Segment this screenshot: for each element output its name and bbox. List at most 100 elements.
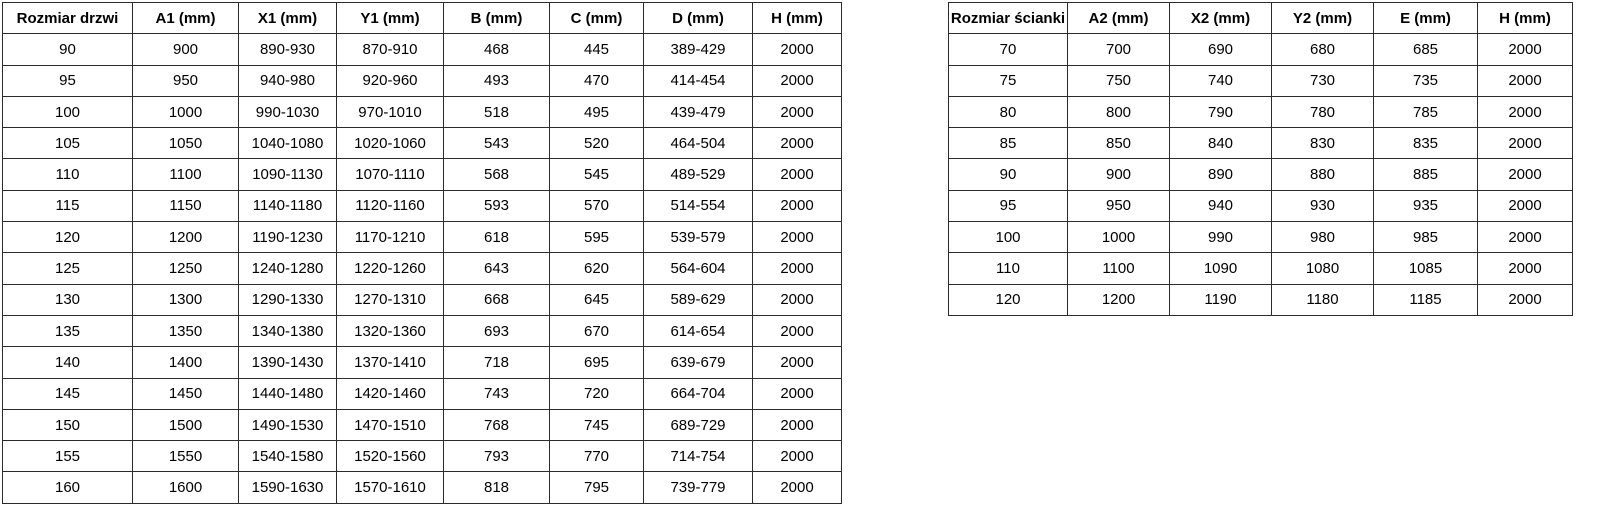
table-cell: 890 xyxy=(1169,158,1272,191)
column-header: Rozmiar ścianki xyxy=(948,1,1068,35)
table-cell: 1080 xyxy=(1271,252,1374,285)
table-cell: 1150 xyxy=(132,189,239,223)
table-cell: 389-429 xyxy=(643,33,753,66)
table-cell: 150 xyxy=(2,408,133,442)
table-cell: 1390-1430 xyxy=(238,346,337,379)
table-cell: 539-579 xyxy=(643,221,753,254)
table-cell: 125 xyxy=(2,252,133,285)
column-header: Y2 (mm) xyxy=(1271,1,1374,35)
table-cell: 770 xyxy=(549,440,644,473)
table-cell: 518 xyxy=(443,95,550,129)
table-row: 75 750 740 730 735 2000 xyxy=(948,64,1573,97)
table-row: 95 950 940 930 935 2000 xyxy=(948,189,1573,223)
table-cell: 593 xyxy=(443,189,550,223)
table-cell: 2000 xyxy=(752,33,842,66)
table-cell: 1120-1160 xyxy=(336,189,444,223)
table-cell: 990-1030 xyxy=(238,95,337,129)
wall-size-table: Rozmiar ścianki A2 (mm) X2 (mm) Y2 (mm) E (m… xyxy=(948,1,1573,316)
table-cell: 1520-1560 xyxy=(336,440,444,473)
table-cell: 880 xyxy=(1271,158,1374,191)
table-cell: 930 xyxy=(1271,189,1374,223)
table-cell: 950 xyxy=(132,64,239,97)
table-row: 160 1600 1590-1630 1570-1610 818 795 739-779 20… xyxy=(2,471,842,504)
table-cell: 950 xyxy=(1067,189,1170,223)
table-cell: 795 xyxy=(549,471,644,504)
table-cell: 745 xyxy=(549,408,644,442)
column-header: Rozmiar drzwi xyxy=(2,1,133,35)
table-cell: 985 xyxy=(1373,221,1478,254)
header-row: Rozmiar ścianki A2 (mm) X2 (mm) Y2 (mm) E (m… xyxy=(948,1,1573,35)
table-cell: 1000 xyxy=(1067,221,1170,254)
table-cell: 1020-1060 xyxy=(336,127,444,160)
table-cell: 2000 xyxy=(1477,95,1573,129)
table-cell: 568 xyxy=(443,158,550,191)
column-header: Y1 (mm) xyxy=(336,1,444,35)
table-row: 145 1450 1440-1480 1420-1460 743 720 664-704 20… xyxy=(2,377,842,410)
table-cell: 1370-1410 xyxy=(336,346,444,379)
table-cell: 2000 xyxy=(752,252,842,285)
table-cell: 1100 xyxy=(132,158,239,191)
table-row: 120 1200 1190 1180 1185 2000 xyxy=(948,283,1573,316)
table-cell: 100 xyxy=(948,221,1068,254)
table-cell: 120 xyxy=(948,283,1068,316)
table-cell: 1170-1210 xyxy=(336,221,444,254)
table-cell: 940-980 xyxy=(238,64,337,97)
table-cell: 2000 xyxy=(752,440,842,473)
column-header: X2 (mm) xyxy=(1169,1,1272,35)
table-cell: 80 xyxy=(948,95,1068,129)
table-cell: 1240-1280 xyxy=(238,252,337,285)
table-cell: 2000 xyxy=(1477,158,1573,191)
column-header: H (mm) xyxy=(752,1,842,35)
table-cell: 740 xyxy=(1169,64,1272,97)
table-row: 90 900 890-930 870-910 468 445 389-429 2000 xyxy=(2,33,842,66)
table-cell: 445 xyxy=(549,33,644,66)
table-cell: 2000 xyxy=(752,64,842,97)
table-cell: 1320-1360 xyxy=(336,314,444,348)
table-cell: 980 xyxy=(1271,221,1374,254)
table-cell: 1200 xyxy=(1067,283,1170,316)
table-cell: 135 xyxy=(2,314,133,348)
table-cell: 564-604 xyxy=(643,252,753,285)
table-cell: 1400 xyxy=(132,346,239,379)
table-row: 135 1350 1340-1380 1320-1360 693 670 614-654 20… xyxy=(2,314,842,348)
table-cell: 2000 xyxy=(752,408,842,442)
table-cell: 1085 xyxy=(1373,252,1478,285)
table-cell: 1270-1310 xyxy=(336,283,444,316)
table-cell: 693 xyxy=(443,314,550,348)
table-row: 120 1200 1190-1230 1170-1210 618 595 539-579 20… xyxy=(2,221,842,254)
table-cell: 780 xyxy=(1271,95,1374,129)
table-cell: 1500 xyxy=(132,408,239,442)
table-cell: 2000 xyxy=(1477,127,1573,160)
table-cell: 1350 xyxy=(132,314,239,348)
table-cell: 670 xyxy=(549,314,644,348)
table-cell: 935 xyxy=(1373,189,1478,223)
column-header: H (mm) xyxy=(1477,1,1573,35)
table-cell: 90 xyxy=(2,33,133,66)
table-cell: 2000 xyxy=(1477,221,1573,254)
table-cell: 900 xyxy=(132,33,239,66)
table-cell: 700 xyxy=(1067,33,1170,66)
table-cell: 689-729 xyxy=(643,408,753,442)
table-cell: 1590-1630 xyxy=(238,471,337,504)
table-cell: 2000 xyxy=(1477,189,1573,223)
column-header: B (mm) xyxy=(443,1,550,35)
table-cell: 730 xyxy=(1271,64,1374,97)
table-cell: 940 xyxy=(1169,189,1272,223)
table-cell: 1490-1530 xyxy=(238,408,337,442)
table-cell: 1570-1610 xyxy=(336,471,444,504)
table-row: 130 1300 1290-1330 1270-1310 668 645 589-629 20… xyxy=(2,283,842,316)
table-cell: 1100 xyxy=(1067,252,1170,285)
table-row: 70 700 690 680 685 2000 xyxy=(948,33,1573,66)
column-header: A1 (mm) xyxy=(132,1,239,35)
table-cell: 110 xyxy=(948,252,1068,285)
table-cell: 714-754 xyxy=(643,440,753,473)
table-cell: 70 xyxy=(948,33,1068,66)
table-cell: 130 xyxy=(2,283,133,316)
table-cell: 685 xyxy=(1373,33,1478,66)
table-cell: 743 xyxy=(443,377,550,410)
table-cell: 140 xyxy=(2,346,133,379)
table-cell: 545 xyxy=(549,158,644,191)
table-row: 140 1400 1390-1430 1370-1410 718 695 639-679 20… xyxy=(2,346,842,379)
table-row: 85 850 840 830 835 2000 xyxy=(948,127,1573,160)
table-row: 95 950 940-980 920-960 493 470 414-454 2000 xyxy=(2,64,842,97)
